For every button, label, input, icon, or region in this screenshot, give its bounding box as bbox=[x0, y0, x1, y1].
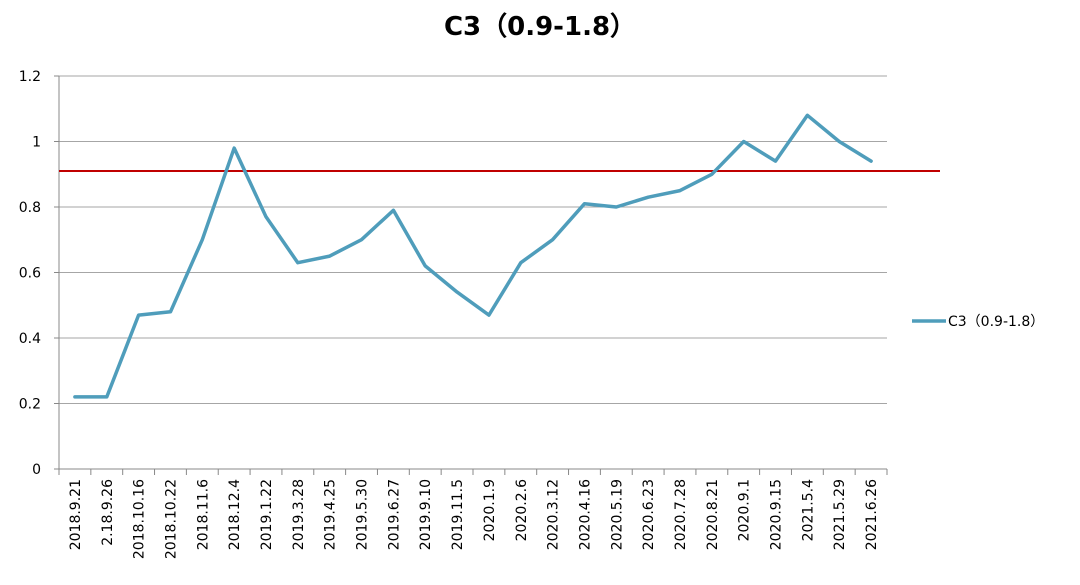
x-tick-label: 2020.3.12 bbox=[546, 479, 562, 550]
x-tick-label: 2019.9.10 bbox=[418, 479, 434, 550]
x-tick-label: 2020.4.16 bbox=[577, 479, 593, 550]
x-tick-label: 2019.6.27 bbox=[386, 479, 402, 550]
y-tick-label: 1.2 bbox=[19, 69, 41, 85]
y-tick-label: 0.2 bbox=[19, 397, 41, 413]
legend-label: C3（0.9-1.8） bbox=[948, 314, 1044, 330]
x-tick-label: 2018.9.21 bbox=[68, 479, 84, 550]
gridlines bbox=[59, 75, 887, 404]
x-tick-label: 2018.10.22 bbox=[163, 479, 179, 559]
x-tick-label: 2019.5.30 bbox=[355, 479, 371, 550]
x-tick-label: 2019.11.5 bbox=[450, 479, 466, 550]
x-tick-label: 2020.8.21 bbox=[705, 479, 721, 550]
y-axis-ticks: 0 0.2 0.4 0.6 0.8 1 1.2 bbox=[19, 69, 59, 478]
x-axis-ticks: 2018.9.21 2.18.9.26 2018.10.16 2018.10.22 20… bbox=[58, 469, 888, 559]
x-tick-label: 2.18.9.26 bbox=[100, 479, 116, 546]
x-tick-label: 2020.2.6 bbox=[514, 479, 530, 541]
x-tick-label: 2020.5.19 bbox=[609, 479, 625, 550]
x-tick-label: 2021.6.26 bbox=[864, 479, 880, 550]
y-tick-label: 0.6 bbox=[19, 266, 41, 282]
x-tick-label: 2020.1.9 bbox=[482, 479, 498, 541]
x-tick-label: 2021.5.29 bbox=[832, 479, 848, 550]
x-tick-label: 2018.10.16 bbox=[132, 479, 148, 559]
x-tick-label: 2019.4.25 bbox=[323, 479, 339, 550]
y-tick-label: 0.4 bbox=[19, 331, 41, 347]
x-tick-label: 2020.9.1 bbox=[737, 479, 753, 541]
legend: C3（0.9-1.8） bbox=[912, 314, 1044, 330]
y-tick-label: 0 bbox=[32, 462, 41, 478]
x-tick-label: 2019.1.22 bbox=[259, 479, 275, 550]
x-tick-label: 2019.3.28 bbox=[291, 479, 307, 550]
y-tick-label: 1 bbox=[32, 135, 41, 151]
x-tick-label: 2020.9.15 bbox=[769, 479, 785, 550]
y-tick-label: 0.8 bbox=[19, 200, 41, 216]
x-tick-label: 2020.6.23 bbox=[641, 479, 657, 550]
chart-title: C3（0.9-1.8） bbox=[443, 12, 637, 42]
x-tick-label: 2018.11.6 bbox=[195, 479, 211, 550]
series-line bbox=[73, 113, 873, 399]
x-tick-label: 2021.5.4 bbox=[800, 479, 816, 541]
x-tick-label: 2020.7.28 bbox=[673, 479, 689, 550]
series-group bbox=[73, 113, 873, 399]
x-tick-label: 2018.12.4 bbox=[227, 479, 243, 550]
